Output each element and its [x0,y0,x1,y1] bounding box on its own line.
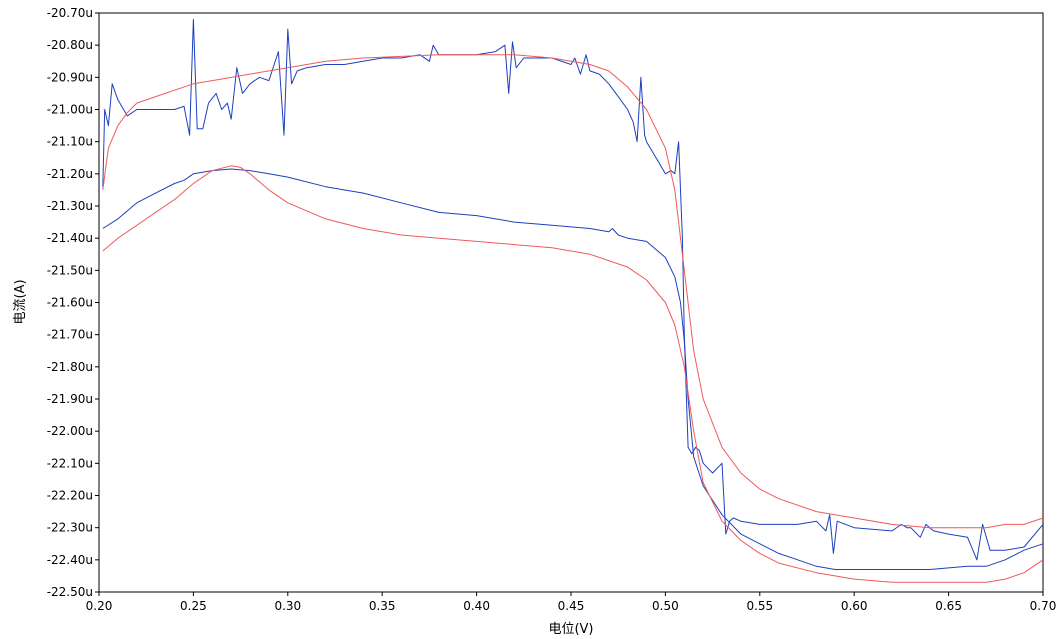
y-tick-label: -22.40u [47,553,93,567]
y-tick-label: -21.40u [47,231,93,245]
x-tick-label: 0.65 [935,599,962,613]
y-axis-label: 电流(A) [13,279,28,324]
y-tick-label: -21.20u [47,167,93,181]
x-tick-label: 0.25 [180,599,207,613]
x-axis-label: 电位(V) [548,622,593,637]
plot-frame [98,12,1044,593]
y-tick-label: -21.50u [47,263,93,277]
y-tick-label: -21.30u [47,199,93,213]
x-tick-label: 0.60 [841,599,868,613]
series-line-2 [102,168,1044,570]
series-line-4 [102,165,1044,583]
plot-area [102,18,1044,583]
x-tick-label: 0.70 [1030,599,1057,613]
y-tick-label: -22.30u [47,521,93,535]
y-axis: -20.70u -20.80u -20.90u -21.00u -21.10u -21.2… [47,6,99,599]
y-tick-label: -21.90u [47,392,93,406]
x-tick-label: 0.30 [274,599,301,613]
y-tick-label: -21.80u [47,360,93,374]
x-tick-label: 0.35 [369,599,396,613]
x-tick-label: 0.50 [652,599,679,613]
x-tick-label: 0.55 [746,599,773,613]
y-tick-label: -22.10u [47,456,93,470]
y-tick-label: -20.70u [47,6,93,20]
y-tick-label: -21.60u [47,296,93,310]
y-tick-label: -21.00u [47,103,93,117]
y-tick-label: -20.80u [47,38,93,52]
x-tick-label: 0.40 [463,599,490,613]
y-tick-label: -21.70u [47,328,93,342]
y-tick-label: -21.10u [47,135,93,149]
y-tick-label: -22.00u [47,424,93,438]
y-tick-label: -20.90u [47,70,93,84]
x-tick-label: 0.45 [558,599,585,613]
y-tick-label: -22.50u [47,585,93,599]
x-axis: 0.20 0.25 0.30 0.35 0.40 0.45 0.50 0.55 0.60 0.65… [86,592,1057,613]
series-line-3 [102,54,1044,529]
x-tick-label: 0.20 [86,599,113,613]
y-tick-label: -22.20u [47,489,93,503]
series-line-1 [102,18,1044,561]
